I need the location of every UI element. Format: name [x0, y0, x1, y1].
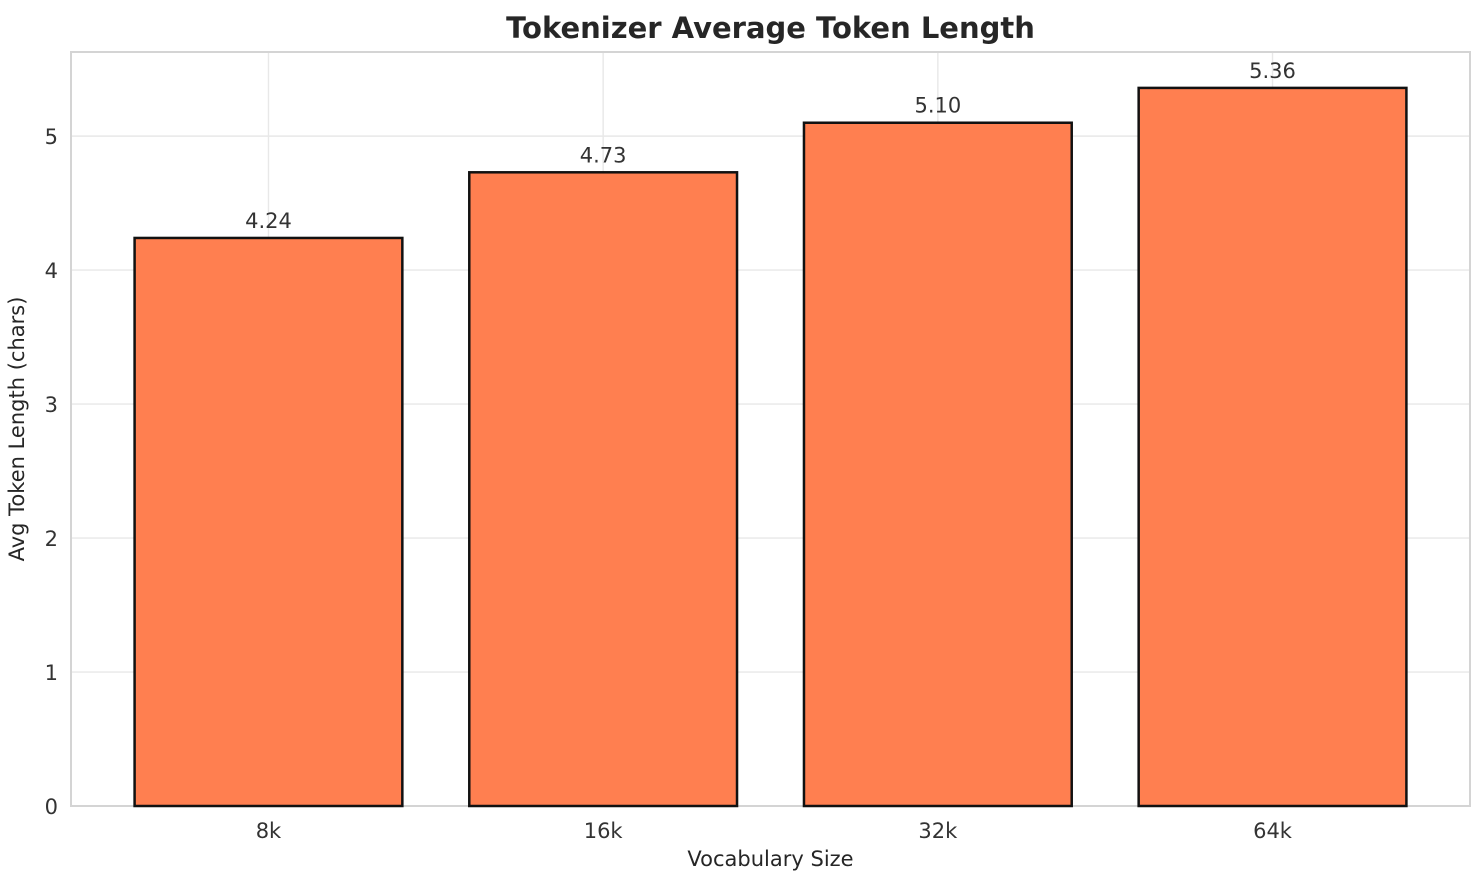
x-tick-label-32k: 32k [918, 819, 958, 843]
bar-value-label-16k: 4.73 [580, 143, 627, 167]
y-tick-label-1: 1 [45, 661, 58, 685]
y-tick-label-0: 0 [45, 795, 58, 819]
bar-32k [802, 121, 1073, 808]
y-axis-label: Avg Token Length (chars) [5, 297, 29, 562]
bars [133, 86, 1408, 808]
x-tick-label-8k: 8k [256, 819, 282, 843]
y-tick-label-2: 2 [45, 527, 58, 551]
bar-16k [468, 171, 739, 808]
x-tick-label-16k: 16k [584, 819, 624, 843]
y-tick-label-5: 5 [45, 125, 58, 149]
chart-title: Tokenizer Average Token Length [506, 11, 1035, 45]
y-tick-labels: 0 1 2 3 4 5 [45, 125, 58, 819]
bar-value-label-32k: 5.10 [914, 94, 961, 118]
bar-64k [1137, 86, 1408, 808]
bar-value-label-8k: 4.24 [245, 209, 292, 233]
bar-value-labels: 4.24 4.73 5.10 5.36 [245, 59, 1296, 233]
plot-border [70, 51, 1471, 807]
x-tick-label-64k: 64k [1253, 819, 1293, 843]
x-axis-label: Vocabulary Size [687, 847, 853, 871]
bar-value-label-64k: 5.36 [1249, 59, 1296, 83]
x-tick-labels: 8k 16k 32k 64k [256, 819, 1293, 843]
bar-8k [133, 236, 404, 808]
y-tick-label-3: 3 [45, 393, 58, 417]
y-tick-label-4: 4 [45, 259, 58, 283]
